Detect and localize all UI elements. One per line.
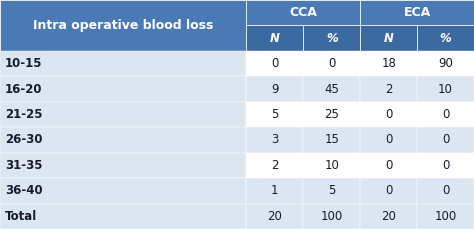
Bar — [246, 102, 303, 127]
Text: 10-15: 10-15 — [5, 57, 42, 70]
Text: Total: Total — [5, 210, 37, 223]
Bar — [360, 102, 417, 127]
Text: Intra operative blood loss: Intra operative blood loss — [33, 19, 213, 32]
Text: 15: 15 — [324, 134, 339, 146]
Bar — [246, 51, 303, 76]
Bar — [360, 51, 417, 76]
Text: 21-25: 21-25 — [5, 108, 42, 121]
Text: 0: 0 — [385, 159, 392, 172]
Text: CCA: CCA — [290, 6, 317, 19]
Bar — [246, 153, 303, 178]
Text: 20: 20 — [267, 210, 283, 223]
Text: 26-30: 26-30 — [5, 134, 42, 146]
Text: 100: 100 — [435, 210, 456, 223]
Bar — [0, 0, 246, 51]
Text: 0: 0 — [328, 57, 336, 70]
Bar — [246, 0, 360, 25]
Bar — [360, 178, 417, 204]
Text: 36-40: 36-40 — [5, 184, 42, 197]
Text: 5: 5 — [328, 184, 336, 197]
Bar — [417, 51, 474, 76]
Bar — [303, 76, 360, 102]
Text: 3: 3 — [271, 134, 279, 146]
Text: ECA: ECA — [403, 6, 431, 19]
Bar — [0, 153, 246, 178]
Text: 0: 0 — [271, 57, 279, 70]
Text: 10: 10 — [324, 159, 339, 172]
Text: 90: 90 — [438, 57, 453, 70]
Bar — [246, 204, 303, 229]
Text: 0: 0 — [385, 184, 392, 197]
Bar — [0, 127, 246, 153]
Bar — [303, 102, 360, 127]
Bar — [417, 25, 474, 51]
Bar — [0, 102, 246, 127]
Bar — [0, 51, 246, 76]
Bar — [360, 204, 417, 229]
Text: 100: 100 — [321, 210, 343, 223]
Text: 0: 0 — [442, 159, 449, 172]
Text: 45: 45 — [324, 83, 339, 95]
Text: %: % — [440, 32, 451, 45]
Text: 18: 18 — [381, 57, 396, 70]
Text: 20: 20 — [381, 210, 396, 223]
Bar — [246, 25, 303, 51]
Text: 0: 0 — [442, 184, 449, 197]
Bar — [417, 76, 474, 102]
Text: 5: 5 — [271, 108, 279, 121]
Bar — [417, 204, 474, 229]
Text: 2: 2 — [271, 159, 279, 172]
Bar — [303, 153, 360, 178]
Bar — [360, 0, 474, 25]
Bar — [303, 51, 360, 76]
Bar — [303, 25, 360, 51]
Bar — [417, 153, 474, 178]
Bar — [0, 204, 246, 229]
Bar — [417, 127, 474, 153]
Bar — [246, 76, 303, 102]
Bar — [360, 153, 417, 178]
Text: N: N — [384, 32, 393, 45]
Bar — [360, 127, 417, 153]
Bar — [246, 127, 303, 153]
Bar — [246, 178, 303, 204]
Text: 1: 1 — [271, 184, 279, 197]
Bar — [303, 178, 360, 204]
Bar — [0, 76, 246, 102]
Bar — [360, 76, 417, 102]
Text: 16-20: 16-20 — [5, 83, 42, 95]
Bar — [303, 204, 360, 229]
Text: 9: 9 — [271, 83, 279, 95]
Text: 0: 0 — [442, 134, 449, 146]
Bar — [303, 127, 360, 153]
Text: 0: 0 — [385, 108, 392, 121]
Text: 0: 0 — [385, 134, 392, 146]
Bar — [417, 102, 474, 127]
Bar — [417, 178, 474, 204]
Text: 10: 10 — [438, 83, 453, 95]
Text: 31-35: 31-35 — [5, 159, 42, 172]
Text: 0: 0 — [442, 108, 449, 121]
Bar — [360, 25, 417, 51]
Bar — [0, 178, 246, 204]
Text: N: N — [270, 32, 280, 45]
Text: %: % — [326, 32, 337, 45]
Text: 2: 2 — [385, 83, 392, 95]
Text: 25: 25 — [324, 108, 339, 121]
